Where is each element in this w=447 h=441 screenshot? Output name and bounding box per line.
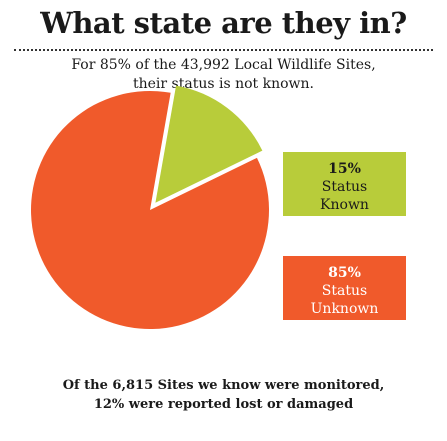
footer-line-2: 12% were reported lost or damaged [93, 397, 354, 412]
label-known-percent: 15% [328, 161, 361, 177]
label-known-line-2: Known [320, 197, 369, 213]
footer-line-1: Of the 6,815 Sites we know were monitore… [62, 378, 385, 393]
pie-slice-status-known [155, 85, 263, 203]
label-known-line-1: Status [321, 179, 368, 195]
subtitle-line-1: For 85% of the 43,992 Local Wildlife Sit… [71, 57, 376, 73]
chart-title: What state are they in? [40, 6, 407, 40]
label-status-known: 15% Status Known [283, 152, 406, 216]
label-status-unknown: 85% Status Unknown [283, 256, 406, 320]
label-unknown-percent: 85% [328, 265, 361, 281]
label-unknown-line-2: Unknown [310, 301, 379, 317]
pie-slice-status-unknown [31, 91, 270, 330]
dotted-divider [14, 49, 433, 51]
label-unknown-line-1: Status [321, 283, 368, 299]
chart-footer: Of the 6,815 Sites we know were monitore… [0, 376, 447, 414]
